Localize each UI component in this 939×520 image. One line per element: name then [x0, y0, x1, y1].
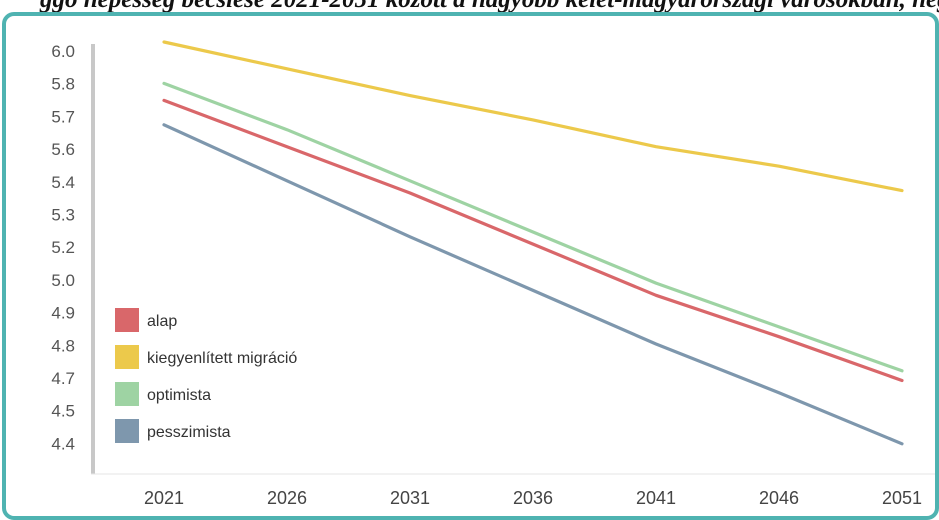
y-tick-label: 4.9: [51, 304, 75, 323]
legend-swatch: [115, 419, 139, 443]
legend[interactable]: alap kiegyenlített migráció optimista pessz…: [115, 308, 297, 443]
legend-item[interactable]: alap: [115, 308, 177, 332]
y-tick-label: 5.6: [51, 140, 75, 159]
y-tick-label: 5.8: [51, 75, 75, 94]
y-tick-label: 5.2: [51, 238, 75, 257]
legend-swatch: [115, 308, 139, 332]
x-axis-ticks: 2021 2026 2031 2036 2041 2046 2051: [144, 488, 922, 508]
legend-swatch: [115, 382, 139, 406]
legend-item[interactable]: kiegyenlített migráció: [115, 345, 297, 369]
y-tick-label: 6.0: [51, 42, 75, 61]
y-tick-label: 5.3: [51, 206, 75, 225]
x-tick-label: 2041: [636, 488, 676, 508]
y-tick-label: 5.0: [51, 271, 75, 290]
legend-swatch: [115, 345, 139, 369]
y-tick-label: 4.4: [51, 434, 75, 453]
x-tick-label: 2036: [513, 488, 553, 508]
legend-label: pesszimista: [147, 424, 231, 441]
y-tick-label: 5.4: [51, 173, 75, 192]
y-tick-label: 5.7: [51, 107, 75, 126]
x-tick-label: 2031: [390, 488, 430, 508]
chart-frame: 6.0 5.8 5.7 5.6 5.4 5.3 5.2 5.0 4.9 4.8 4.7 4.5 4.4 …: [2, 12, 939, 520]
legend-item[interactable]: pesszimista: [115, 419, 231, 443]
series-line-kiegyenlített-migráció: [162, 40, 904, 193]
x-tick-label: 2051: [882, 488, 922, 508]
line-chart: 6.05.85.75.65.45.35.25.04.94.84.74.54.4 …: [51, 40, 935, 508]
legend-label: kiegyenlített migráció: [147, 350, 297, 367]
x-tick-label: 2046: [759, 488, 799, 508]
series-line-alap: [162, 98, 904, 383]
series-lines: [162, 40, 904, 446]
series-line-pesszimista: [162, 123, 904, 446]
series-line-optimista: [162, 81, 904, 373]
legend-item[interactable]: optimista: [115, 382, 211, 406]
legend-label: alap: [147, 313, 177, 330]
x-tick-label: 2021: [144, 488, 184, 508]
legend-label: optimista: [147, 387, 211, 404]
caption-strip: ggó népesség becslése 2021-2051 között a…: [0, 0, 939, 14]
figure-caption: ggó népesség becslése 2021-2051 között a…: [40, 0, 939, 14]
y-axis-bar: [91, 44, 95, 474]
y-tick-label: 4.7: [51, 369, 75, 388]
y-tick-label: 4.5: [51, 402, 75, 421]
y-tick-label: 4.8: [51, 336, 75, 355]
x-tick-label: 2026: [267, 488, 307, 508]
y-axis-ticks: 6.0 5.8 5.7 5.6 5.4 5.3 5.2 5.0 4.9 4.8 4.7 4.5 4.4: [51, 42, 75, 453]
